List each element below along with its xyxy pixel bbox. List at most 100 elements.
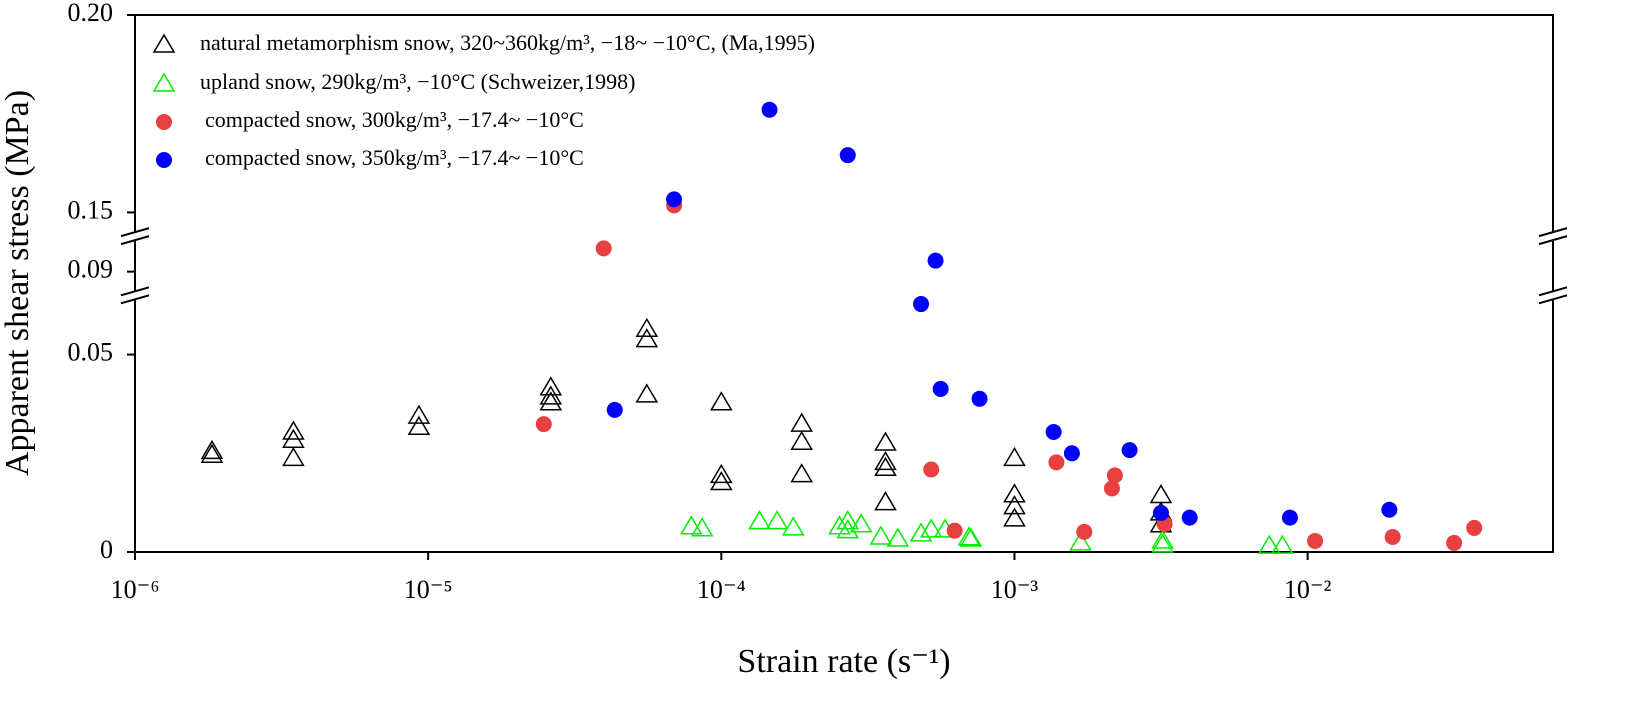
data-point [1121, 442, 1138, 459]
axis-break-gap [1539, 291, 1567, 300]
data-point [1384, 528, 1401, 545]
data-point [932, 380, 949, 397]
data-point [595, 240, 612, 257]
data-point [635, 383, 659, 403]
data-point [1106, 467, 1123, 484]
data-point [1003, 507, 1026, 527]
data-point [869, 525, 893, 545]
y-tick-label: 0.05 [68, 338, 114, 367]
legend-marker [156, 152, 172, 168]
data-point [539, 385, 563, 405]
data-point [1003, 446, 1026, 467]
data-point [1152, 504, 1169, 521]
data-point [1181, 509, 1198, 526]
data-point [690, 517, 714, 537]
data-point [1045, 423, 1062, 440]
y-axis-title: Apparent shear stress (MPa) [0, 90, 36, 476]
axis-break [120, 286, 150, 297]
data-point [781, 516, 805, 536]
data-point [1149, 484, 1173, 504]
legend-label: upland snow, 290kg/m³, −10°C (Schweizer,… [200, 69, 636, 94]
x-tick-label: 10⁻³ [991, 575, 1039, 604]
x-tick-label: 10⁻² [1284, 575, 1332, 604]
data-point [606, 401, 623, 418]
data-point [1381, 501, 1398, 518]
plot-frame [134, 14, 1554, 553]
data-point [710, 463, 733, 484]
data-point [407, 404, 431, 424]
data-point [874, 450, 897, 471]
data-point [957, 526, 981, 546]
data-point [635, 317, 659, 338]
data-point [874, 456, 897, 477]
data-point [1103, 480, 1120, 497]
data-point [710, 391, 733, 411]
data-point [1003, 483, 1026, 503]
y-tick-label: 0 [100, 535, 113, 564]
legend-label: compacted snow, 350kg/m³, −17.4~ −10°C [205, 145, 584, 170]
axis-break [120, 294, 150, 305]
data-point [200, 443, 224, 464]
data-point [790, 412, 814, 432]
axis-break [1538, 286, 1568, 297]
axis-break [1538, 294, 1568, 305]
data-point [761, 101, 778, 118]
data-point [1069, 531, 1092, 551]
legend-marker [156, 114, 172, 130]
data-point [886, 527, 910, 547]
data-point [635, 328, 659, 348]
data-point [849, 513, 873, 533]
data-point [539, 391, 563, 411]
data-point [1281, 509, 1298, 526]
data-point [874, 431, 897, 451]
data-point [1466, 519, 1483, 536]
data-point [1257, 534, 1281, 554]
data-point [666, 191, 683, 208]
data-point [923, 461, 940, 478]
data-point [874, 491, 897, 511]
y-tick-label: 0.20 [68, 0, 114, 27]
data-point [1003, 495, 1026, 515]
axis-break [1538, 235, 1568, 246]
data-point [790, 430, 814, 450]
legend-marker [152, 72, 176, 92]
data-point [1076, 523, 1093, 540]
data-point [1063, 445, 1080, 462]
x-tick-label: 10⁻⁴ [697, 575, 746, 604]
data-point [946, 522, 963, 539]
data-point [1271, 534, 1294, 554]
y-tick-label: 0.15 [68, 195, 114, 224]
x-tick-label: 10⁻⁶ [111, 575, 160, 604]
axis-break-gap [1539, 232, 1567, 241]
data-point [748, 510, 771, 530]
legend-marker [152, 33, 176, 53]
data-point [1048, 454, 1065, 471]
data-point [539, 376, 563, 396]
data-point [407, 415, 431, 435]
x-axis-title: Strain rate (s⁻¹) [737, 643, 950, 680]
axis-break [120, 227, 150, 238]
data-point [839, 147, 856, 164]
data-point [909, 522, 933, 542]
data-point [919, 518, 943, 538]
data-point [1446, 534, 1463, 551]
data-point [535, 416, 552, 433]
data-point [1151, 529, 1174, 549]
axis-break [1538, 227, 1568, 238]
data-point [765, 510, 789, 530]
data-point [971, 390, 988, 407]
y-tick-label: 0.09 [68, 255, 114, 284]
legend-label: natural metamorphism snow, 320~360kg/m³,… [200, 30, 815, 55]
legend-label: compacted snow, 300kg/m³, −17.4~ −10°C [205, 107, 584, 132]
data-point [282, 420, 305, 440]
data-point [1307, 532, 1324, 549]
data-point [282, 446, 305, 467]
data-point [679, 515, 703, 535]
data-point [790, 463, 814, 483]
data-point [710, 471, 733, 491]
axis-break-gap [121, 232, 149, 241]
x-tick-label: 10⁻⁵ [404, 575, 453, 604]
axis-break [120, 235, 150, 246]
data-point [836, 510, 860, 530]
